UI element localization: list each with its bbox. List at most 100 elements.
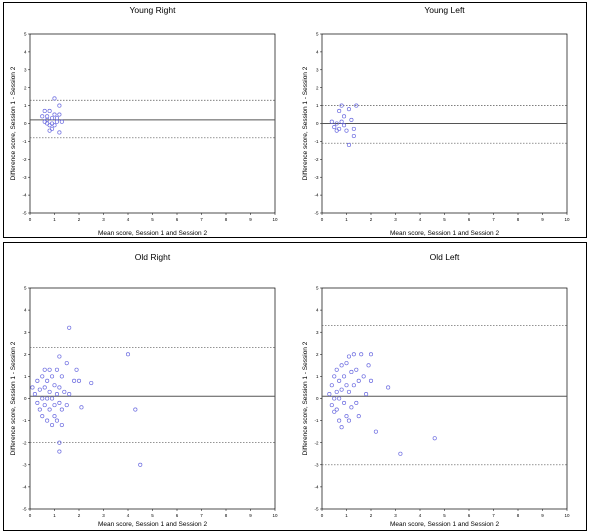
x-axis-label: Mean score, Session 1 and Session 2: [98, 230, 208, 237]
data-point: [346, 107, 352, 112]
y-tick-label: 0: [24, 121, 27, 126]
y-tick-label: -4: [314, 193, 318, 198]
data-point: [42, 385, 47, 390]
data-point: [89, 380, 94, 386]
x-tick-label: 8: [517, 217, 520, 222]
data-point: [54, 367, 60, 372]
data-point: [356, 378, 361, 383]
x-tick-label: 0: [321, 217, 324, 222]
chart-title: Old Right: [135, 252, 171, 262]
y-tick-label: -2: [314, 157, 318, 162]
x-tick-label: 8: [225, 217, 228, 222]
y-tick-label: -2: [22, 440, 26, 445]
x-tick-label: 1: [345, 513, 348, 518]
x-tick-label: 0: [29, 217, 32, 222]
data-point: [344, 128, 349, 133]
data-point: [341, 374, 347, 379]
data-point: [49, 396, 55, 401]
data-point: [59, 374, 64, 379]
data-point: [45, 418, 50, 423]
y-tick-label: 5: [316, 32, 319, 37]
data-point: [332, 409, 337, 414]
data-point: [341, 114, 347, 119]
y-tick-label: -3: [314, 175, 318, 180]
x-tick-label: 1: [345, 217, 348, 222]
y-tick-label: -2: [314, 440, 318, 445]
data-point: [54, 119, 60, 124]
y-tick-label: 2: [316, 352, 319, 357]
y-tick-label: -4: [22, 485, 26, 490]
data-point: [351, 352, 356, 357]
data-point: [57, 130, 62, 135]
data-point: [398, 451, 403, 456]
data-point: [37, 387, 42, 392]
data-point: [64, 361, 69, 366]
plot-frame: [321, 287, 568, 510]
data-point: [125, 352, 131, 357]
data-point: [74, 367, 79, 372]
y-tick-label: 4: [316, 308, 319, 313]
data-point: [432, 436, 437, 441]
data-point: [346, 354, 352, 359]
data-point: [339, 387, 344, 392]
data-point: [138, 462, 143, 467]
data-point: [368, 378, 374, 383]
data-point: [344, 383, 349, 388]
y-tick-label: -1: [314, 139, 318, 144]
x-tick-label: 2: [370, 513, 373, 518]
y-tick-label: 5: [24, 286, 27, 291]
old-group-frame: Old Right 5 4 3 2 1 0 -1 -2 -3 -4 -5 0 1 2 3 4 5 6 7 8 9 10 Mea…: [3, 242, 587, 531]
data-point: [57, 440, 62, 445]
y-tick-label: 3: [24, 330, 27, 335]
data-point: [59, 119, 64, 124]
y-tick-label: 0: [316, 121, 319, 126]
data-point: [52, 383, 57, 388]
x-tick-label: 3: [394, 513, 397, 518]
y-tick-label: -5: [22, 211, 26, 216]
x-tick-label: 2: [78, 513, 81, 518]
x-tick-label: 4: [419, 513, 422, 518]
y-tick-label: -5: [314, 211, 318, 216]
y-tick-label: 3: [24, 67, 27, 72]
data-point: [133, 407, 138, 412]
x-tick-label: 3: [394, 217, 397, 222]
x-tick-label: 7: [492, 217, 495, 222]
x-tick-label: 10: [272, 513, 278, 518]
y-tick-label: 1: [316, 103, 319, 108]
x-tick-label: 8: [517, 513, 520, 518]
data-point: [339, 103, 344, 108]
x-tick-label: 9: [541, 513, 544, 518]
data-point: [35, 400, 40, 405]
x-tick-label: 4: [419, 217, 422, 222]
data-point: [337, 418, 342, 423]
data-point: [32, 392, 37, 397]
data-point: [349, 405, 354, 410]
data-point: [47, 367, 52, 372]
y-tick-label: -5: [314, 507, 318, 512]
data-point: [45, 117, 50, 122]
y-axis-label: Difference score, Session 1 - Session 2: [302, 341, 309, 455]
data-point: [334, 389, 339, 394]
y-axis-label: Difference score, Session 1 - Session 2: [10, 66, 17, 180]
y-tick-label: 5: [24, 32, 27, 37]
y-tick-label: 4: [24, 308, 27, 313]
data-point: [339, 119, 344, 124]
y-tick-label: -3: [22, 175, 26, 180]
x-axis-label: Mean score, Session 1 and Session 2: [98, 521, 208, 528]
y-tick-label: 4: [24, 50, 27, 55]
x-tick-label: 6: [176, 513, 179, 518]
y-tick-label: -3: [22, 462, 26, 467]
data-point: [354, 400, 359, 405]
data-point: [334, 128, 339, 133]
y-tick-label: 2: [316, 85, 319, 90]
data-point: [40, 396, 45, 401]
y-tick-label: 0: [24, 396, 27, 401]
data-point: [329, 119, 334, 124]
data-point: [337, 108, 342, 114]
data-point: [334, 121, 339, 126]
data-point: [354, 103, 359, 108]
